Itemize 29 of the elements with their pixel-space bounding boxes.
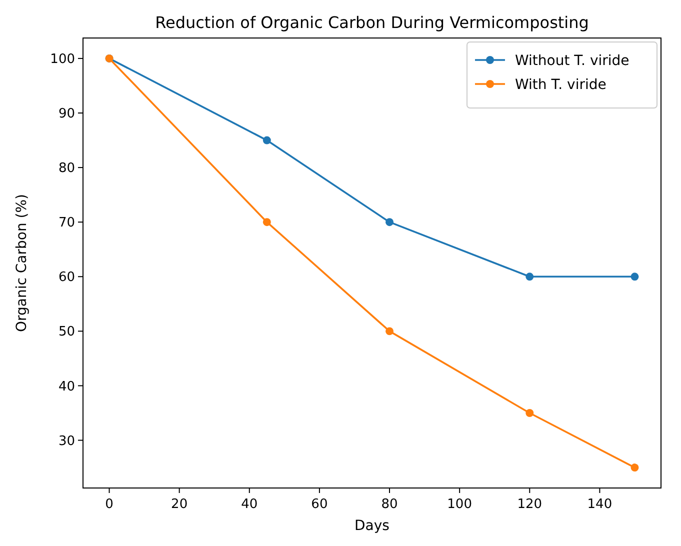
point — [526, 409, 534, 417]
legend-label: With T. viride — [515, 76, 606, 93]
x-tick-label: 140 — [587, 497, 612, 512]
x-tick-label: 40 — [241, 497, 258, 512]
point — [630, 464, 639, 472]
point — [630, 272, 639, 281]
x-tick-label: 120 — [517, 497, 542, 512]
y-tick-label: 90 — [58, 106, 75, 122]
point — [386, 327, 394, 336]
point — [386, 218, 394, 226]
y-tick-label: 100 — [50, 52, 75, 68]
y-tick-label: 60 — [58, 270, 75, 286]
point — [526, 272, 534, 281]
point — [262, 136, 271, 144]
x-axis-title: Days — [354, 518, 390, 534]
y-tick-label: 80 — [58, 161, 75, 176]
chart-title: Reduction of Organic Carbon During Vermicomposting — [155, 13, 589, 32]
x-tick-label: 60 — [311, 497, 328, 512]
y-axis-title: Organic Carbon (%) — [14, 194, 30, 332]
y-tick-label: 70 — [58, 216, 75, 231]
point — [262, 218, 271, 226]
x-tick-label: 20 — [171, 497, 188, 512]
x-tick-label: 80 — [381, 497, 398, 512]
x-tick-label: 0 — [105, 497, 114, 512]
x-tick-label: 100 — [447, 497, 472, 512]
y-tick-label: 30 — [58, 434, 75, 449]
y-tick-label: 50 — [58, 324, 75, 340]
y-tick-label: 40 — [58, 379, 75, 394]
legend-label: Without T. viride — [515, 52, 630, 69]
